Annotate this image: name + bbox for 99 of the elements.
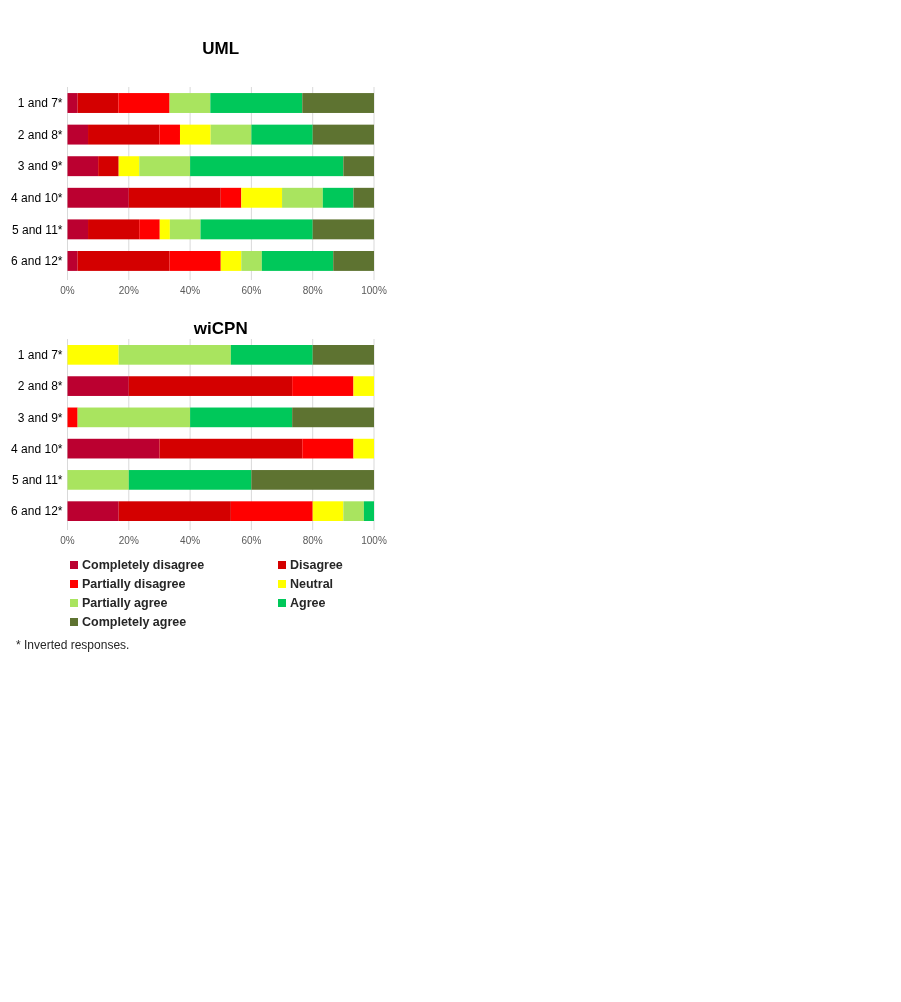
bar <box>67 376 129 396</box>
bar <box>159 124 180 145</box>
y-tick-label: 5 and 11* <box>12 473 63 488</box>
x-tick-label: 40% <box>180 285 201 296</box>
bar <box>190 407 293 428</box>
y-tick-label: 3 and 9* <box>17 410 63 425</box>
legend-label: Partially disagree <box>82 577 186 592</box>
bar <box>241 187 283 208</box>
bar <box>67 93 78 113</box>
legend-label: Agree <box>290 596 326 611</box>
legend-label: Partially agree <box>82 596 168 611</box>
bar <box>179 124 211 145</box>
x-tick-label: 60% <box>241 535 262 546</box>
bar <box>210 93 303 113</box>
bar <box>67 156 99 177</box>
x-tick-label: 40% <box>180 535 201 546</box>
bar <box>118 345 231 365</box>
y-tick-label: 2 and 8* <box>17 127 63 142</box>
bar <box>169 93 211 113</box>
bar <box>67 187 129 208</box>
bar <box>312 501 344 521</box>
bar <box>77 93 119 113</box>
x-tick-label: 20% <box>118 285 139 296</box>
bar <box>139 156 191 177</box>
bar <box>190 156 344 177</box>
x-tick-label: 20% <box>118 535 139 546</box>
bar <box>139 219 160 240</box>
bar <box>67 251 78 271</box>
bar <box>363 501 374 521</box>
bar <box>251 124 313 145</box>
legend-label: Disagree <box>290 558 343 573</box>
bar <box>322 187 354 208</box>
y-tick-label: 4 and 10* <box>11 190 63 205</box>
bar <box>333 251 374 271</box>
bar <box>77 251 170 271</box>
text: * Inverted responses. <box>16 638 130 652</box>
y-tick-label: 4 and 10* <box>11 441 63 456</box>
bar <box>292 376 354 396</box>
bar <box>210 124 252 145</box>
bar <box>88 124 160 145</box>
x-tick-label: 0% <box>60 535 75 546</box>
x-tick-label: 60% <box>241 285 262 296</box>
bar <box>261 251 334 271</box>
x-tick-label: 0% <box>60 285 75 296</box>
x-tick-label: 100% <box>361 535 387 546</box>
bar <box>169 251 221 271</box>
legend-label: Completely disagree <box>82 558 205 573</box>
x-tick-label: 100% <box>361 285 387 296</box>
bar <box>88 219 140 240</box>
bar <box>302 93 374 113</box>
bar <box>230 501 313 521</box>
legend-label: Neutral <box>290 577 334 592</box>
bar <box>128 470 252 490</box>
x-tick-label: 80% <box>302 285 323 296</box>
bar <box>302 438 354 459</box>
bar <box>169 219 201 240</box>
y-tick-label: 3 and 9* <box>17 159 63 174</box>
bar <box>312 124 374 145</box>
bar <box>343 501 364 521</box>
y-tick-label: 6 and 12* <box>11 504 63 519</box>
bar <box>118 156 140 177</box>
bar <box>292 407 374 428</box>
bar <box>159 219 170 240</box>
bar <box>67 407 78 428</box>
legend-label: Completely agree <box>82 615 187 630</box>
bar <box>67 219 89 240</box>
bar <box>353 438 374 459</box>
bar <box>230 345 313 365</box>
bar <box>353 376 374 396</box>
y-tick-label: 1 and 7* <box>17 348 63 363</box>
bar <box>220 251 242 271</box>
bar <box>312 345 374 365</box>
bar <box>67 501 119 521</box>
bar <box>282 187 323 208</box>
bar <box>67 124 89 145</box>
bar <box>128 376 293 396</box>
bar <box>200 219 313 240</box>
bar <box>343 156 374 177</box>
bar <box>251 470 374 490</box>
chart-title: UML <box>202 39 240 58</box>
bar <box>353 187 374 208</box>
bar <box>67 470 129 490</box>
bar <box>77 407 191 428</box>
y-tick-label: 5 and 11* <box>12 222 63 237</box>
bar <box>241 251 262 271</box>
bar <box>159 438 303 459</box>
x-tick-label: 80% <box>302 535 323 546</box>
bar <box>118 93 170 113</box>
bar <box>98 156 119 177</box>
y-tick-label: 6 and 12* <box>11 254 63 269</box>
bar <box>67 438 160 459</box>
bar <box>128 187 221 208</box>
bar <box>118 501 231 521</box>
bar <box>67 345 119 365</box>
bar <box>220 187 242 208</box>
y-tick-label: 2 and 8* <box>17 379 63 394</box>
chart-title: wiCPN <box>192 319 248 338</box>
y-tick-label: 1 and 7* <box>17 96 63 111</box>
bar <box>312 219 374 240</box>
